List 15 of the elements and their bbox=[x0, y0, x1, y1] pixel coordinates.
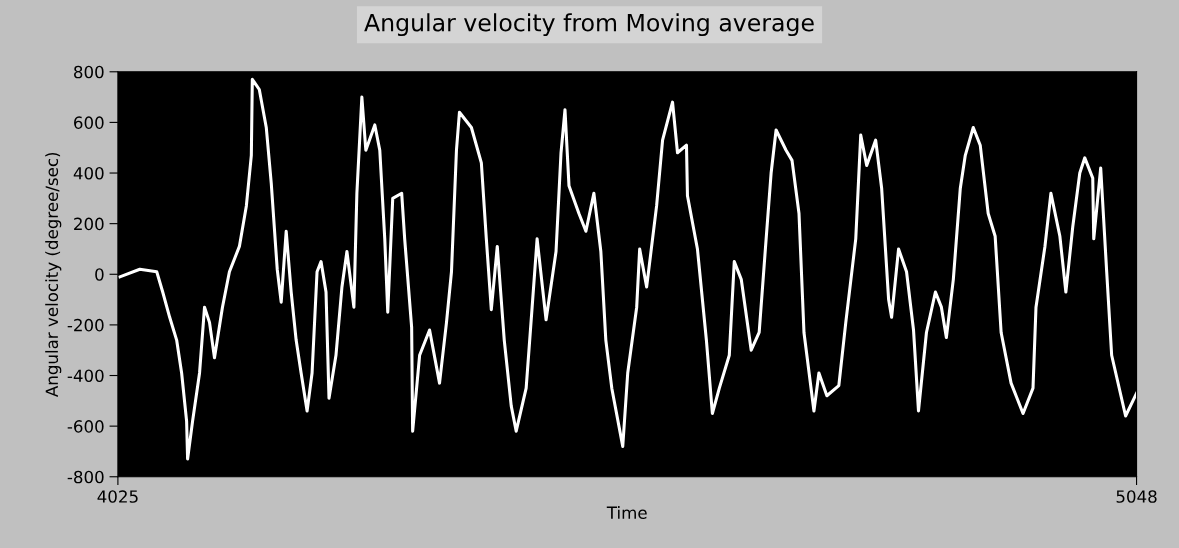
x-axis-title: Time bbox=[606, 506, 647, 519]
y-tick-label: 400 bbox=[73, 166, 104, 180]
y-tick-label: 800 bbox=[74, 65, 104, 79]
chart-title: Angular velocity from Moving average bbox=[364, 13, 814, 37]
y-tick-label: -400 bbox=[67, 369, 104, 383]
y-tick-label: 0 bbox=[95, 268, 104, 281]
x-tick-label: 5048 bbox=[1116, 490, 1157, 503]
y-tick-label: -800 bbox=[67, 470, 104, 484]
y-tick-label: 200 bbox=[74, 217, 104, 231]
line-series bbox=[118, 77, 1137, 461]
y-tick-label: -200 bbox=[67, 318, 104, 332]
y-axis-title: Angular velocity (degree/sec) bbox=[45, 152, 62, 397]
y-tick-label: -600 bbox=[67, 420, 104, 433]
y-tick-label: 600 bbox=[74, 116, 104, 129]
x-tick-label: 4025 bbox=[97, 490, 138, 503]
